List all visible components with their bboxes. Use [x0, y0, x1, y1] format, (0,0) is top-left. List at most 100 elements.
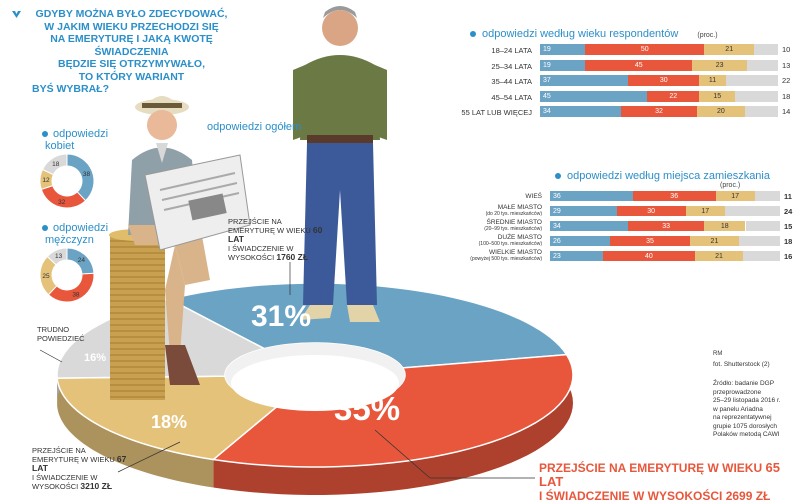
- bar-value-label: 20: [716, 108, 725, 115]
- callout-67-pre: PRZEJŚCIE NA EMERYTURĘ W WIEKU: [32, 446, 115, 464]
- donut-hole-floor: [231, 355, 399, 411]
- bar-value-label: 35: [646, 237, 654, 245]
- bar-category-label: WIEŚ: [440, 193, 542, 200]
- bar-row: MAŁE MIASTO (do 20 tys. mieszkańców) 24 29 3…: [440, 204, 800, 220]
- question-line: BĘDZIE SIĘ OTRZYMYWAŁO,: [57, 58, 205, 70]
- callout-65-line2: I ŚWIADCZENIE W WYSOKOŚCI: [539, 489, 723, 503]
- bar-value-label: 14: [782, 107, 791, 116]
- bar-segment: 30: [628, 75, 700, 86]
- bar-segment: [735, 90, 778, 102]
- bar-row: 18–24 LATA 10 19 50 21: [430, 43, 800, 59]
- bar-value-label: 17: [731, 192, 740, 200]
- women-slice-unsure: [41, 153, 68, 176]
- bullet-icon: [555, 173, 561, 180]
- bar-value-label: 24: [784, 206, 793, 216]
- bar-value-label: 36: [670, 192, 679, 200]
- bar-category-sub: (do 20 tys. mieszkańców): [485, 211, 542, 217]
- source-line: Polaków metodą CAWI: [713, 431, 780, 438]
- age-proc: (proc.): [697, 32, 718, 39]
- bar-value-label: 19: [543, 61, 551, 69]
- bar-segment: 23: [550, 251, 603, 261]
- bar-segment: 36: [632, 191, 716, 201]
- bar-value-label: 13: [782, 60, 791, 70]
- callout-60-pre: PRZEJŚCIE NA EMERYTURĘ W WIEKU: [228, 217, 311, 235]
- bar-segment: 45: [585, 59, 693, 71]
- bar-value-label: 18: [720, 222, 729, 230]
- stacked-bar: 19 45 23: [540, 59, 778, 71]
- coin-stack: [109, 229, 165, 400]
- bar-value-label: 45: [634, 61, 643, 69]
- men-value-label: 25: [42, 273, 50, 280]
- callout-60-amount: 1760 ZŁ: [276, 252, 309, 262]
- bar-segment: 15: [699, 90, 736, 102]
- bar-segment: 33: [628, 221, 705, 231]
- stacked-bar: 29 30 17: [550, 206, 780, 216]
- bar-segment: 34: [540, 106, 621, 117]
- bar-value-label: 37: [543, 77, 551, 84]
- bar-segment: 50: [585, 44, 705, 55]
- men-title: odpowiedzi mężczyzn: [42, 222, 108, 246]
- callout-65-line1: PRZEJŚCIE NA EMERYTURĘ W WIEKU: [539, 461, 763, 475]
- source-line: grupie 1075 dorosłych: [713, 422, 777, 430]
- bar-value-label: 23: [715, 61, 724, 69]
- callout-65-amount: 2699 ZŁ: [725, 489, 771, 503]
- rm-credit: RM: [713, 351, 723, 357]
- age-title: odpowiedzi według wieku respondentów (pr…: [470, 28, 718, 40]
- bar-segment: 22: [647, 90, 700, 102]
- bar-segment: 36: [550, 191, 633, 201]
- bar-category-label: 18–24 LATA: [491, 46, 532, 55]
- bar-value-label: 15: [713, 92, 722, 100]
- bar-value-label: 23: [553, 252, 561, 260]
- bar-category-main: WIELKIE MIASTO: [489, 249, 542, 256]
- women-title-text: odpowiedzi kobiet: [45, 128, 109, 152]
- bar-row: WIELKIE MIASTO (powyżej 500 tys. mieszkań…: [440, 249, 800, 265]
- bar-value-label: 11: [784, 191, 792, 201]
- arrow-down-icon: [12, 11, 21, 18]
- callout-60: PRZEJŚCIE NA EMERYTURĘ W WIEKU 60 LAT I …: [228, 217, 323, 262]
- photo-credit: fot. Shutterstock (2): [713, 361, 770, 368]
- pct-label-unsure: 16%: [84, 352, 107, 364]
- bar-segment: 18: [704, 221, 746, 231]
- question-line: TO KTÓRY WARIANT: [78, 70, 185, 83]
- leader-line-67: [117, 441, 181, 473]
- bar-segment: 17: [715, 191, 755, 201]
- women-title: odpowiedzi kobiet: [42, 128, 109, 152]
- women-value-label: 38: [83, 171, 91, 178]
- bar-category-main: WIEŚ: [525, 193, 542, 200]
- bar-value-label: 32: [655, 108, 663, 115]
- bar-category-label: 35–44 LATA: [491, 77, 532, 86]
- question-header: GDYBY MOŻNA BYŁO ZDECYDOWAĆ, W JAKIM WIE…: [12, 8, 249, 96]
- bar-segment: [724, 206, 780, 216]
- bar-segment: [754, 44, 778, 55]
- stacked-bar: 36 36 17: [550, 191, 780, 201]
- bar-value-label: 21: [710, 237, 719, 245]
- men-value-label: 13: [55, 253, 63, 260]
- stacked-bar: 23 40 21: [550, 251, 780, 261]
- callout-67-mid: I ŚWIADCZENIE W WYSOKOŚCI: [32, 473, 98, 491]
- bar-row: 45–54 LATA 18 45 22 15: [430, 90, 800, 106]
- stacked-bar: 26 35 21: [550, 236, 780, 246]
- source-line: 25–29 listopada 2016 r.: [713, 397, 781, 404]
- bar-category-main: DUŻE MIASTO: [497, 234, 542, 241]
- bar-segment: 11: [699, 75, 726, 86]
- stacked-bar: 37 30 11: [540, 75, 778, 86]
- bar-segment: 21: [704, 44, 755, 55]
- source-line: na reprezentatywnej: [713, 414, 772, 421]
- women-donut-chart: 38 32 12 18: [39, 153, 95, 209]
- bullet-icon: [42, 131, 48, 137]
- bar-segment: 19: [540, 59, 586, 71]
- bar-value-label: 18: [784, 236, 793, 246]
- bar-segment: 23: [692, 59, 748, 71]
- place-title: odpowiedzi według miejsca zamieszkania: [555, 170, 770, 182]
- bar-segment: [754, 191, 780, 201]
- bar-segment: 40: [602, 251, 695, 261]
- bar-value-label: 34: [553, 222, 561, 230]
- bullet-icon: [470, 31, 476, 38]
- bar-value-label: 15: [784, 221, 793, 231]
- question-line: BYŚ WYBRAŁ?: [32, 83, 109, 95]
- bar-segment: 45: [540, 90, 648, 102]
- leader-line-65: [374, 429, 431, 479]
- men-value-label: 24: [78, 257, 86, 264]
- bar-segment: 20: [697, 106, 745, 117]
- men-value-label: 38: [72, 292, 80, 299]
